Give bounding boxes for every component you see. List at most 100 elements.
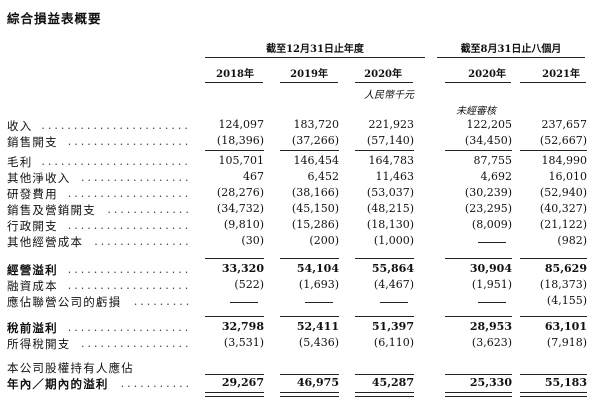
table-row-operating-profit: 經營溢利................................ 33,3… bbox=[0, 262, 595, 278]
value-cell: (37,266) bbox=[291, 134, 339, 147]
row-label: 應佔聯營公司的虧損 bbox=[7, 295, 122, 309]
year-header-2020: 2020年 bbox=[364, 69, 402, 80]
value-cell: 164,783 bbox=[368, 154, 415, 167]
header-group-eight-months-rule bbox=[437, 57, 585, 58]
subtotal-rule bbox=[520, 258, 587, 259]
subtotal-rule bbox=[280, 150, 339, 151]
table-row-profit-before-tax: 稅前溢利................................ 32,7… bbox=[0, 320, 595, 336]
row-label: 稅前溢利 bbox=[7, 321, 58, 335]
leader-dots: ................................ bbox=[67, 219, 189, 232]
subtotal-rule bbox=[205, 150, 264, 151]
value-cell: (52,940) bbox=[539, 186, 587, 199]
subtotal-rule bbox=[445, 150, 512, 151]
value-cell: 30,904 bbox=[469, 262, 512, 275]
subtotal-rule bbox=[205, 316, 264, 317]
value-cell: 52,411 bbox=[296, 320, 339, 333]
leader-dots: ................................ bbox=[67, 263, 189, 276]
value-cell: 122,205 bbox=[466, 118, 513, 131]
table-row-cost-of-sales: 銷售開支................................ (18,… bbox=[0, 134, 595, 150]
row-label: 收入 bbox=[7, 119, 33, 133]
value-cell: (48,215) bbox=[366, 202, 414, 215]
row-label: 本公司股權持有人應佔 bbox=[7, 361, 134, 375]
value-cell: (8,009) bbox=[471, 218, 512, 231]
value-cell: 55,864 bbox=[371, 262, 414, 275]
nil-dash bbox=[305, 302, 333, 303]
value-cell: (23,295) bbox=[464, 202, 512, 215]
value-cell: (38,166) bbox=[291, 186, 339, 199]
table-row-revenue: 收入................................ 124,09… bbox=[0, 118, 595, 134]
subtotal-rule bbox=[445, 316, 512, 317]
subtotal-rule bbox=[280, 374, 339, 375]
value-cell: 105,701 bbox=[218, 154, 265, 167]
value-cell: (200) bbox=[309, 234, 339, 247]
value-cell: (3,623) bbox=[471, 336, 512, 349]
row-label: 其他經營成本 bbox=[7, 235, 84, 249]
value-cell: (52,667) bbox=[539, 134, 587, 147]
value-cell: (18,373) bbox=[539, 278, 587, 291]
subtotal-rule bbox=[355, 316, 414, 317]
unaudited-label: 未經審核 bbox=[456, 106, 496, 117]
value-cell: 6,452 bbox=[307, 170, 340, 183]
value-cell: (4,155) bbox=[546, 294, 587, 307]
value-cell: (53,037) bbox=[366, 186, 414, 199]
subtotal-rule bbox=[520, 316, 587, 317]
subtotal-rule bbox=[520, 374, 587, 375]
nil-dash bbox=[230, 302, 258, 303]
leader-dots: ................................ bbox=[41, 119, 189, 132]
value-cell: 4,692 bbox=[480, 170, 513, 183]
subtotal-rule bbox=[205, 374, 264, 375]
year-rule-2020 bbox=[355, 82, 413, 83]
value-cell: 146,454 bbox=[293, 154, 340, 167]
year-header-2018: 2018年 bbox=[216, 69, 254, 80]
value-cell: 46,975 bbox=[296, 376, 339, 389]
table-row-attributable-heading: 本公司股權持有人應佔 bbox=[0, 360, 595, 376]
value-cell: 51,397 bbox=[371, 320, 414, 333]
value-cell: (3,531) bbox=[223, 336, 264, 349]
value-cell: (34,732) bbox=[216, 202, 264, 215]
value-cell: 32,798 bbox=[221, 320, 264, 333]
value-cell: 183,720 bbox=[293, 118, 340, 131]
value-cell: 63,101 bbox=[544, 320, 587, 333]
header-group-eight-months: 截至8月31日止八個月 bbox=[460, 44, 562, 55]
row-label: 經營溢利 bbox=[7, 263, 58, 277]
year-rule-2021-period bbox=[520, 82, 586, 83]
value-cell: (1,000) bbox=[373, 234, 414, 247]
value-cell: 11,463 bbox=[375, 170, 415, 183]
value-cell: 16,010 bbox=[548, 170, 588, 183]
table-row-rnd-expenses: 研發費用................................ (28,… bbox=[0, 186, 595, 202]
value-cell: (34,450) bbox=[464, 134, 512, 147]
value-cell: (45,150) bbox=[291, 202, 339, 215]
section-title: 綜合損益表概要 bbox=[7, 11, 102, 26]
subtotal-rule bbox=[205, 258, 264, 259]
year-header-2020-period: 2020年 bbox=[468, 69, 506, 80]
year-rule-2018 bbox=[205, 82, 263, 83]
value-cell: (57,140) bbox=[366, 134, 414, 147]
year-header-2021-period: 2021年 bbox=[542, 69, 580, 80]
year-rule-2019 bbox=[280, 82, 338, 83]
leader-dots: ................................ bbox=[67, 187, 189, 200]
value-cell: (40,327) bbox=[539, 202, 587, 215]
value-cell: 28,953 bbox=[469, 320, 512, 333]
row-label: 融資成本 bbox=[7, 279, 58, 293]
leader-dots: ................................ bbox=[67, 321, 189, 334]
value-cell: (30) bbox=[241, 234, 264, 247]
value-cell: 467 bbox=[243, 170, 264, 183]
subtotal-rule bbox=[355, 258, 414, 259]
subtotal-rule bbox=[445, 374, 512, 375]
value-cell: (28,276) bbox=[216, 186, 264, 199]
row-label: 研發費用 bbox=[7, 187, 58, 201]
leader-dots: ................................ bbox=[67, 279, 189, 292]
value-cell: (1,693) bbox=[298, 278, 339, 291]
row-label: 所得稅開支 bbox=[7, 337, 71, 351]
leader-dots: ................................ bbox=[81, 171, 189, 184]
total-double-rule bbox=[520, 392, 587, 397]
value-cell: (15,286) bbox=[291, 218, 339, 231]
leader-dots: ................................ bbox=[107, 203, 189, 216]
value-cell: 25,330 bbox=[469, 376, 512, 389]
value-cell: (21,122) bbox=[539, 218, 587, 231]
year-rule-2020-period bbox=[445, 82, 511, 83]
table-row-admin-expenses: 行政開支................................ (9,8… bbox=[0, 218, 595, 234]
nil-dash bbox=[478, 302, 506, 303]
value-cell: 124,097 bbox=[218, 118, 265, 131]
nil-dash bbox=[380, 302, 408, 303]
